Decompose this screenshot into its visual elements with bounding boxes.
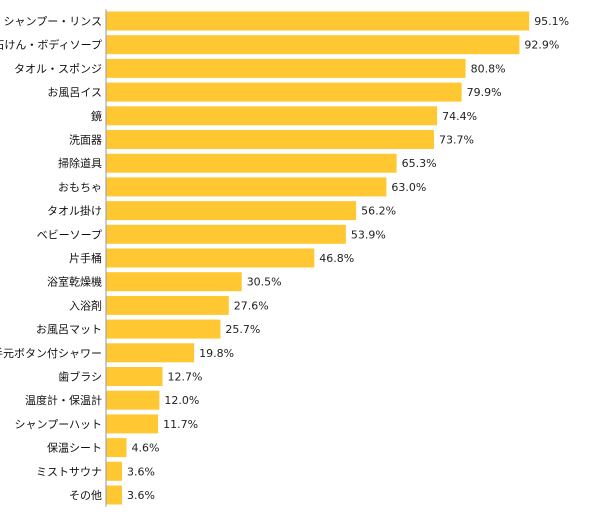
bar-15	[106, 343, 195, 363]
bar-20	[106, 461, 122, 481]
category-label-17: 温度計・保温計	[25, 393, 102, 407]
value-label-4: 79.9%	[467, 86, 502, 99]
category-label-16: 歯ブラシ	[58, 370, 102, 384]
category-label-4: お風呂イス	[47, 86, 102, 99]
bar-5	[106, 106, 438, 126]
bar-8	[106, 177, 387, 197]
bar-14	[106, 319, 221, 339]
value-label-21: 3.6%	[127, 489, 155, 502]
value-label-2: 92.9%	[524, 39, 559, 52]
category-labels: シャンプー・リンス石けん・ボディソープタオル・スポンジお風呂イス鏡洗面器掃除道具…	[0, 15, 102, 502]
value-label-12: 30.5%	[247, 276, 282, 289]
value-label-5: 74.4%	[442, 110, 477, 123]
value-label-19: 4.6%	[132, 442, 160, 455]
bar-6	[106, 130, 434, 149]
value-label-18: 11.7%	[163, 418, 198, 431]
category-label-5: 鏡	[91, 109, 102, 123]
category-label-7: 掃除道具	[58, 156, 102, 170]
bar-4	[106, 82, 462, 102]
value-label-11: 46.8%	[319, 252, 354, 265]
value-label-14: 25.7%	[225, 323, 260, 336]
category-label-9: タオル掛け	[47, 204, 102, 218]
bar-12	[106, 272, 242, 292]
category-label-15: 手元ボタン付シャワー	[0, 346, 102, 360]
bar-2	[106, 35, 520, 55]
category-label-13: 入浴剤	[69, 298, 102, 312]
value-label-1: 95.1%	[534, 15, 569, 28]
bar-10	[106, 224, 346, 244]
category-label-3: タオル・スポンジ	[14, 62, 102, 75]
bar-18	[106, 414, 159, 434]
bar-9	[106, 201, 357, 221]
value-label-17: 12.0%	[164, 394, 199, 407]
bar-17	[106, 390, 160, 410]
bar-11	[106, 248, 315, 268]
category-label-6: 洗面器	[69, 134, 102, 147]
category-label-18: シャンプーハット	[15, 418, 102, 431]
value-label-10: 53.9%	[351, 228, 386, 241]
value-label-6: 73.7%	[439, 134, 474, 147]
bar-1	[106, 11, 530, 31]
value-label-20: 3.6%	[127, 465, 155, 478]
value-label-16: 12.7%	[168, 371, 203, 384]
bars-layer	[106, 11, 530, 505]
bar-7	[106, 153, 397, 173]
category-label-10: ベビーソープ	[37, 228, 102, 241]
bar-21	[106, 485, 122, 505]
category-label-2: 石けん・ボディソープ	[0, 38, 102, 52]
category-label-11: 片手桶	[69, 251, 102, 265]
value-labels: 95.1% 92.9% 80.8% 79.9% 74.4% 73.7%65.3% 63.0%…	[127, 15, 569, 502]
value-label-8: 63.0%	[391, 181, 426, 194]
value-label-9: 56.2%	[361, 205, 396, 218]
bar-16	[106, 367, 163, 386]
value-label-15: 19.8%	[199, 347, 234, 360]
category-label-14: お風呂マット	[36, 323, 102, 336]
value-label-3: 80.8%	[471, 62, 506, 75]
value-label-7: 65.3%	[402, 157, 437, 170]
bar-19	[106, 438, 127, 458]
category-label-19: 保温シート	[47, 441, 102, 455]
bar-3	[106, 58, 466, 78]
category-label-20: ミストサウナ	[36, 465, 102, 478]
category-label-8: おもちゃ	[58, 181, 102, 194]
category-label-21: その他	[69, 489, 102, 502]
category-label-12: 浴室乾燥機	[47, 275, 102, 289]
bar-13	[106, 295, 229, 315]
category-label-1: シャンプー・リンス	[4, 15, 102, 28]
value-label-13: 27.6%	[234, 299, 269, 312]
